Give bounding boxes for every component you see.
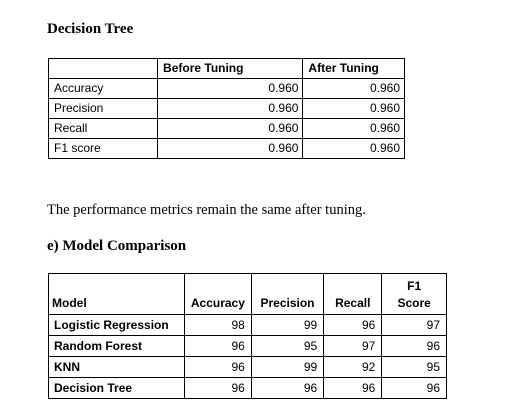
- table-row: Accuracy 0.960 0.960: [47, 78, 405, 99]
- model-name: KNN: [48, 356, 185, 378]
- recall-value: 92: [323, 356, 383, 378]
- table-row: Logistic Regression 98 99 96 97: [48, 314, 447, 336]
- precision-value: 99: [250, 314, 325, 336]
- after-value: 0.960: [302, 98, 405, 119]
- table-header-row: Before Tuning After Tuning: [47, 58, 405, 79]
- before-value: 0.960: [157, 138, 304, 159]
- accuracy-value: 96: [183, 335, 252, 357]
- header-model: Model: [48, 273, 185, 315]
- precision-value: 99: [250, 356, 325, 378]
- header-empty: [47, 58, 159, 79]
- f1-value: 96: [381, 335, 447, 357]
- after-value: 0.960: [302, 78, 405, 99]
- header-accuracy: Accuracy: [183, 273, 252, 315]
- metric-label: F1 score: [47, 138, 159, 159]
- before-value: 0.960: [157, 98, 304, 119]
- metric-label: Recall: [47, 118, 159, 139]
- accuracy-value: 96: [183, 377, 252, 399]
- after-value: 0.960: [302, 118, 405, 139]
- header-recall: Recall: [323, 273, 383, 315]
- header-after-tuning: After Tuning: [302, 58, 405, 79]
- header-before-tuning: Before Tuning: [157, 58, 304, 79]
- before-value: 0.960: [157, 118, 304, 139]
- table-header-row: Model Accuracy Precision Recall F1 Score: [48, 273, 447, 315]
- f1-value: 96: [381, 377, 447, 399]
- before-value: 0.960: [157, 78, 304, 99]
- table-row: F1 score 0.960 0.960: [47, 138, 405, 159]
- recall-value: 97: [323, 335, 383, 357]
- model-comparison-heading: e) Model Comparison: [47, 238, 187, 254]
- precision-value: 95: [250, 335, 325, 357]
- tuning-note: The performance metrics remain the same …: [47, 202, 366, 218]
- header-f1-score: F1 Score: [381, 273, 447, 315]
- tuning-metrics-table: Before Tuning After Tuning Accuracy 0.96…: [47, 58, 405, 159]
- header-precision: Precision: [250, 273, 325, 315]
- model-name: Decision Tree: [48, 377, 185, 399]
- model-name: Random Forest: [48, 335, 185, 357]
- accuracy-value: 96: [183, 356, 252, 378]
- table-row: Precision 0.960 0.960: [47, 98, 405, 119]
- model-name: Logistic Regression: [48, 314, 185, 336]
- f1-value: 95: [381, 356, 447, 378]
- table-row: Recall 0.960 0.960: [47, 118, 405, 139]
- f1-value: 97: [381, 314, 447, 336]
- table-row: Random Forest 96 95 97 96: [48, 335, 447, 357]
- accuracy-value: 98: [183, 314, 252, 336]
- table-row: KNN 96 99 92 95: [48, 356, 447, 378]
- decision-tree-heading: Decision Tree: [47, 21, 134, 37]
- model-comparison-table: Model Accuracy Precision Recall F1 Score…: [48, 273, 447, 399]
- after-value: 0.960: [302, 138, 405, 159]
- metric-label: Precision: [47, 98, 159, 119]
- precision-value: 96: [250, 377, 325, 399]
- metric-label: Accuracy: [47, 78, 159, 99]
- recall-value: 96: [323, 314, 383, 336]
- recall-value: 96: [323, 377, 383, 399]
- table-row: Decision Tree 96 96 96 96: [48, 377, 447, 399]
